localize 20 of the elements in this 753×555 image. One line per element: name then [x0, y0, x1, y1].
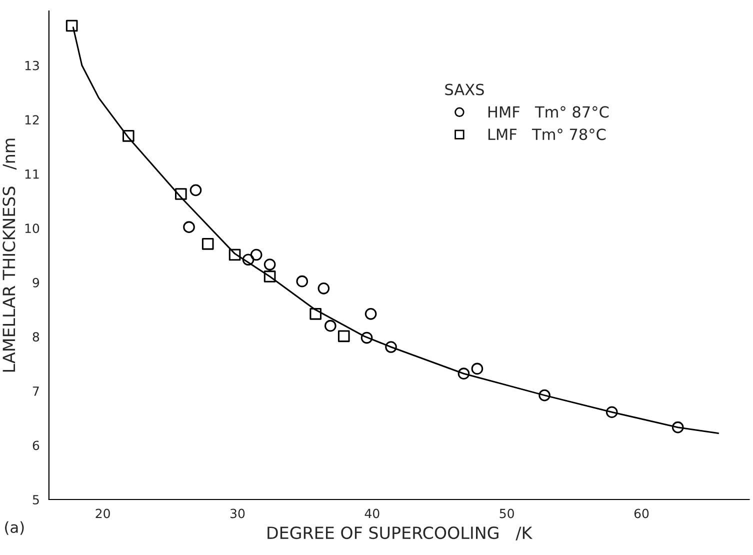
y-tick-label: 6 [32, 440, 40, 450]
y-axis-title: LAMELLAR THICKNESS /nm [2, 138, 17, 372]
x-tick-label: 40 [364, 508, 380, 518]
y-tick-label: 7 [32, 386, 39, 396]
legend-label: LMF Tm° 78°C [488, 128, 606, 140]
y-tick-label: 9 [32, 278, 40, 288]
y-tick-label: 5 [32, 495, 39, 504]
x-tick-label: 60 [634, 508, 649, 518]
x-tick-label: 20 [96, 508, 110, 518]
y-tick-label: 8 [32, 332, 40, 342]
x-tick-label: 50 [500, 508, 514, 518]
y-tick-label: 11 [25, 170, 39, 179]
legend-title: SAXS [445, 84, 484, 96]
legend-label: HMF Tm° 87°C [488, 106, 609, 118]
y-tick-label: 13 [25, 60, 39, 70]
text: (a) [5, 521, 24, 535]
x-axis-title: DEGREE OF SUPERCOOLING /K [268, 526, 533, 540]
x-tick-label: 30 [230, 508, 245, 518]
y-tick-label: 10 [25, 224, 40, 234]
y-tick-label: 12 [25, 115, 39, 124]
